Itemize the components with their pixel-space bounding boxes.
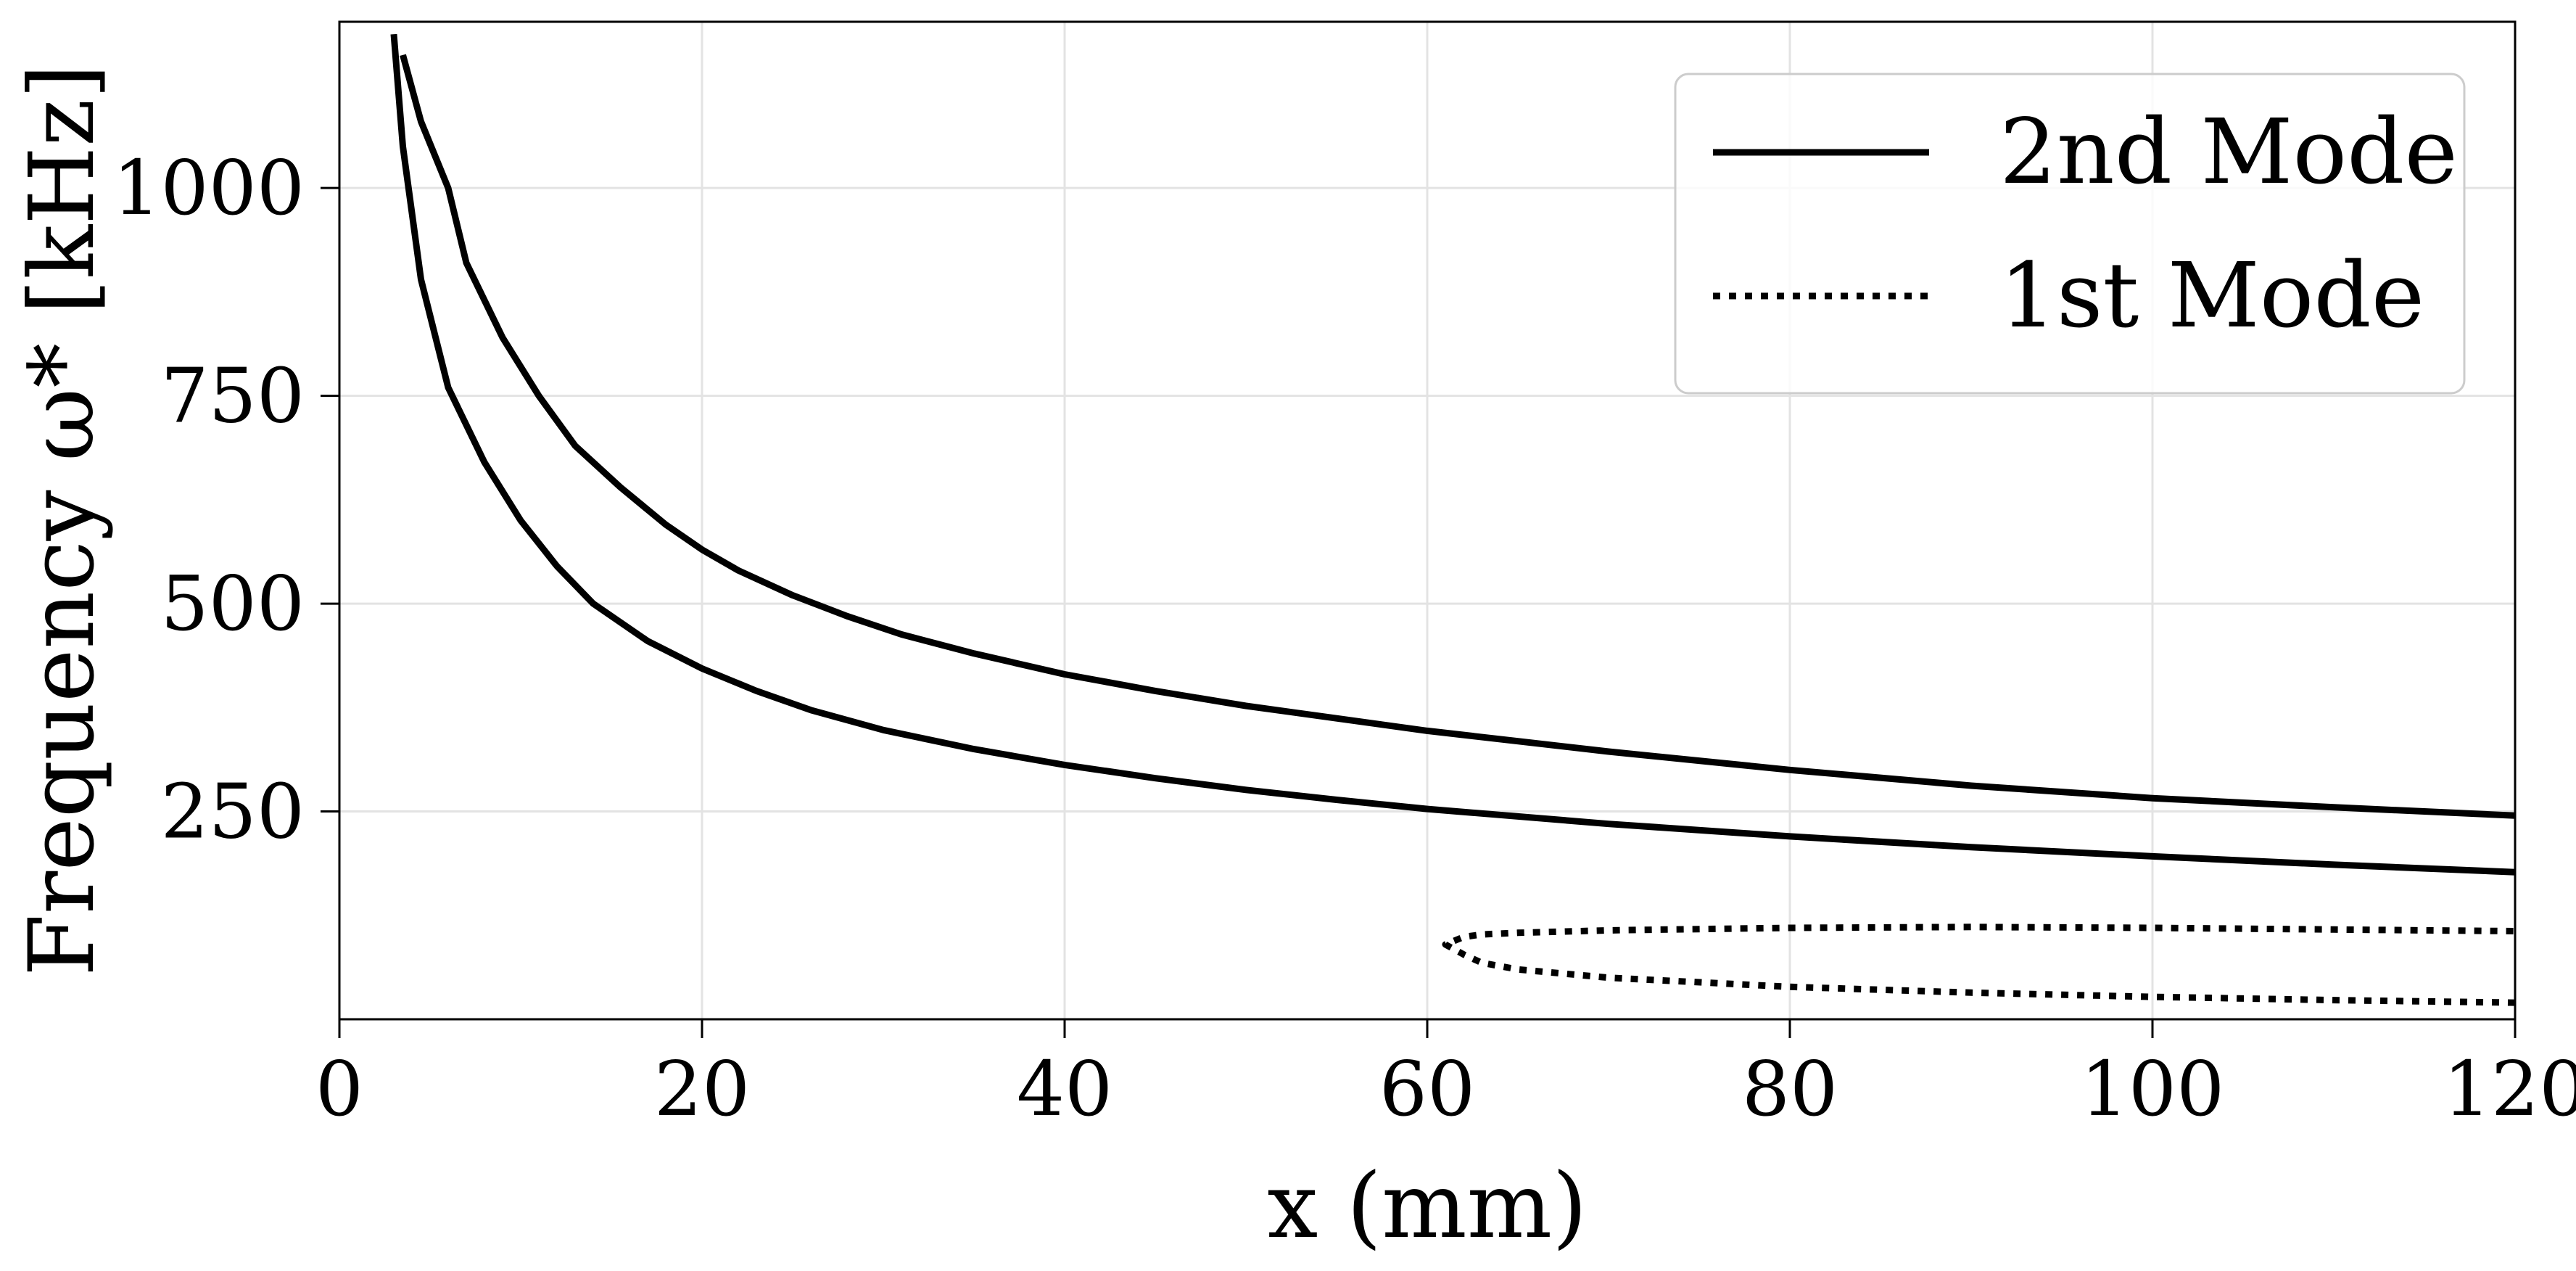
x-tick-label: 40 [1017, 1045, 1112, 1133]
y-axis-label: Frequency ω* [kHz] [10, 64, 115, 976]
y-tick-label: 1000 [112, 144, 305, 232]
legend-label-1st-mode: 1st Mode [1999, 244, 2424, 348]
x-tick-label: 100 [2081, 1045, 2225, 1133]
ticks-group: 0 20 40 60 80 100 120 250 500 750 1000 [112, 144, 2576, 1133]
legend-label-2nd-mode: 2nd Mode [1999, 100, 2458, 205]
legend: 2nd Mode 1st Mode [1674, 73, 2466, 395]
x-axis-label: x (mm) [1267, 1154, 1587, 1259]
x-tick-label: 80 [1742, 1045, 1838, 1133]
x-tick-label: 60 [1379, 1045, 1475, 1133]
y-tick-label: 500 [160, 559, 305, 648]
series-group [390, 33, 2516, 1006]
x-tick-label: 120 [2443, 1045, 2576, 1133]
y-tick-label: 750 [160, 352, 305, 440]
y-tick-label: 250 [160, 768, 305, 856]
series-line-1st-mode [1442, 924, 2516, 1006]
x-tick-label: 20 [654, 1045, 750, 1133]
series-line-2nd-mode-branch-1 [390, 33, 2516, 876]
x-tick-label: 0 [315, 1045, 363, 1133]
series-line-2nd-mode-branch-2 [400, 54, 2516, 819]
